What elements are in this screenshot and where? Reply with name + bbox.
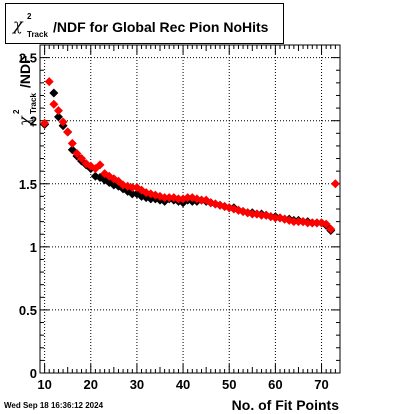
data-point [307,218,317,228]
data-point [257,210,267,220]
data-point [63,127,73,137]
data-point [321,219,331,229]
ylabel-superscript: 2 [12,109,21,114]
data-point [289,217,299,227]
x-tick-label: 40 [176,377,190,392]
data-point [95,160,105,170]
axis-ticks [39,44,341,374]
x-tick-label: 20 [84,377,98,392]
data-point [247,209,257,219]
plot-frame [39,44,341,374]
plot-border [39,44,341,374]
data-point [183,193,193,203]
title-superscript: 2 [27,12,32,21]
data-point [164,193,174,203]
y-tick-label: 2.5 [19,51,37,66]
title-chi-symbol: χ [13,15,23,34]
data-point [330,179,340,189]
data-point [293,217,303,227]
data-point [127,189,137,199]
x-axis-label: No. of Fit Points [231,397,339,413]
data-point [197,195,207,205]
data-point [173,194,183,204]
y-axis-label: χ 2 Track /NDF [10,45,38,135]
ylabel-subscript: Track [29,93,38,114]
ylabel-chi-symbol: χ [15,116,34,126]
x-tick-label: 10 [37,377,51,392]
data-point [58,117,68,127]
x-tick-label: 60 [268,377,282,392]
chart-title: /NDF for Global Rec Pion NoHits [53,19,269,35]
data-points [40,77,340,235]
y-tick-label: 1.5 [19,177,37,192]
data-point [44,77,54,87]
series-red [40,77,340,234]
data-point [49,88,59,98]
grid-lines [40,45,340,373]
title-subscript: Track [27,30,48,39]
data-point [127,183,137,193]
y-tick-label: 2 [30,114,37,129]
y-tick-label: 0 [30,366,37,381]
data-point [270,213,280,223]
data-point [160,193,170,203]
data-point [67,138,77,148]
data-point [77,154,87,164]
timestamp: Wed Sep 18 16:36:12 2024 [4,401,104,410]
x-tick-label: 50 [222,377,236,392]
axis-tick-labels: 10 20 30 40 50 60 70 0 0.5 1 1.5 2 2.5 [19,51,329,392]
data-point [72,148,82,158]
data-point [53,106,63,116]
ylabel-text: /NDF [17,55,33,88]
x-tick-label: 70 [314,377,328,392]
data-point [40,118,50,128]
data-point [49,99,59,109]
data-point [312,218,322,228]
x-tick-label: 30 [130,377,144,392]
y-tick-label: 0.5 [19,303,37,318]
data-point [303,218,313,228]
data-point [326,224,336,234]
data-point [53,112,63,122]
y-tick-label: 1 [30,240,37,255]
chart-title-box: χ 2 Track /NDF for Global Rec Pion NoHit… [5,3,284,44]
